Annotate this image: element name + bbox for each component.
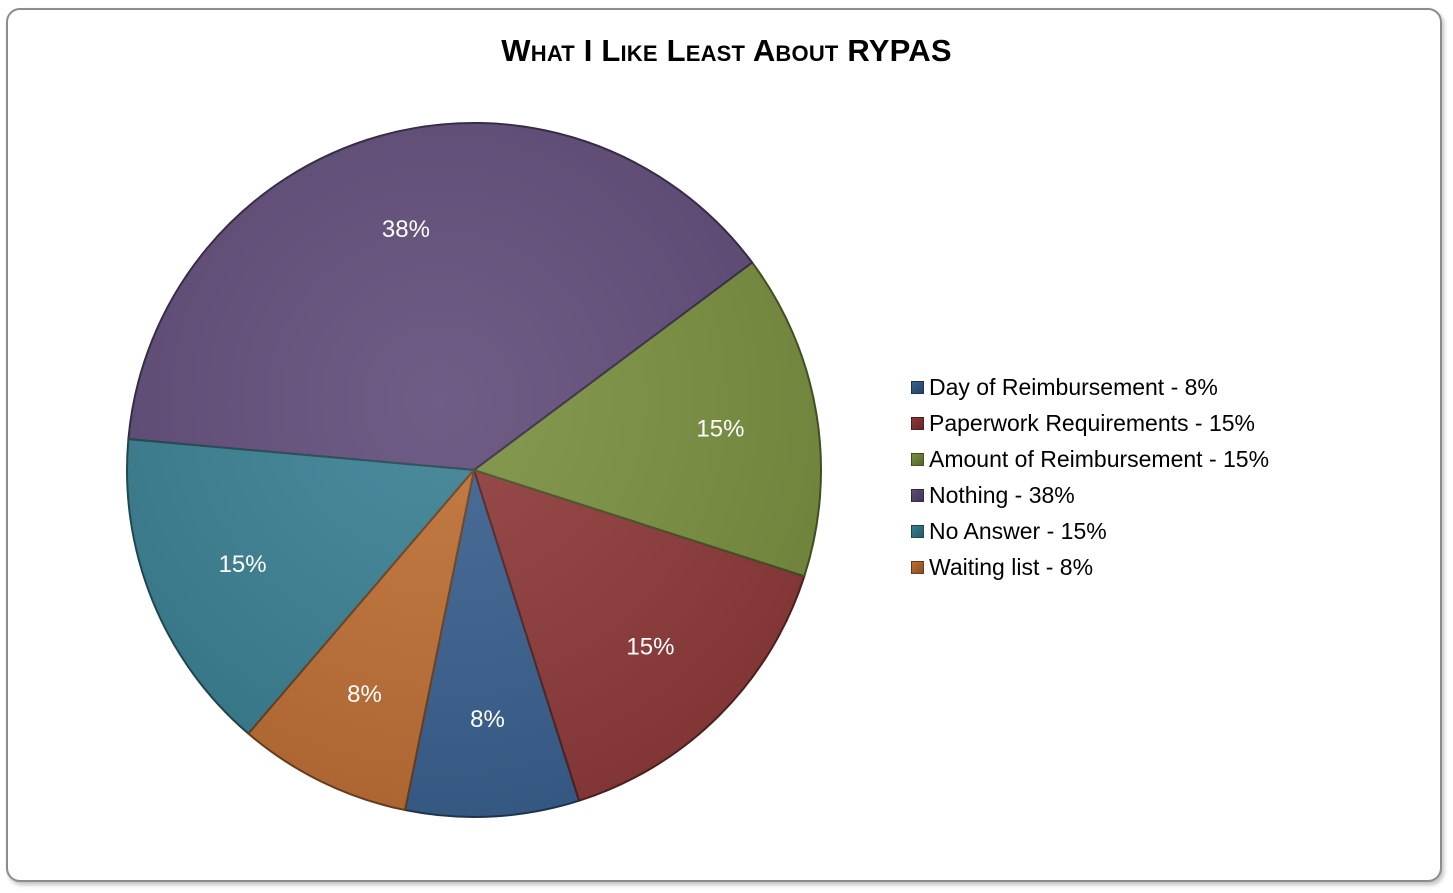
legend-swatch-waiting-list xyxy=(911,560,924,574)
legend-item: No Answer - 15% xyxy=(911,513,1381,549)
legend-label: No Answer - 15% xyxy=(929,517,1107,544)
legend-swatch-amount-of-reimbursement xyxy=(911,452,924,466)
legend-label: Nothing - 38% xyxy=(929,481,1075,508)
legend-swatch-nothing xyxy=(911,488,924,502)
legend-item: Day of Reimbursement - 8% xyxy=(911,369,1381,405)
legend-swatch-paperwork-requirements xyxy=(911,416,924,430)
slice-value-label: 15% xyxy=(696,416,744,443)
slice-value-label: 8% xyxy=(470,706,505,733)
legend-item: Paperwork Requirements - 15% xyxy=(911,405,1381,441)
legend-label: Amount of Reimbursement - 15% xyxy=(929,445,1270,472)
legend-label: Paperwork Requirements - 15% xyxy=(929,409,1255,436)
legend-label: Waiting list - 8% xyxy=(929,553,1094,580)
legend-item: Waiting list - 8% xyxy=(911,549,1381,585)
legend-swatch-day-of-reimbursement xyxy=(911,380,924,394)
legend-swatch-no-answer xyxy=(911,524,924,538)
chart-legend: Day of Reimbursement - 8% Paperwork Requ… xyxy=(911,369,1381,585)
legend-item: Amount of Reimbursement - 15% xyxy=(911,441,1381,477)
slice-value-label: 8% xyxy=(347,681,382,708)
chart-title: What I Like Least About RYPAS xyxy=(501,33,952,68)
legend-item: Nothing - 38% xyxy=(911,477,1381,513)
slice-value-label: 15% xyxy=(626,634,674,661)
slice-value-label: 38% xyxy=(382,216,430,243)
legend-label: Day of Reimbursement - 8% xyxy=(929,373,1218,400)
slice-value-label: 15% xyxy=(219,551,267,578)
